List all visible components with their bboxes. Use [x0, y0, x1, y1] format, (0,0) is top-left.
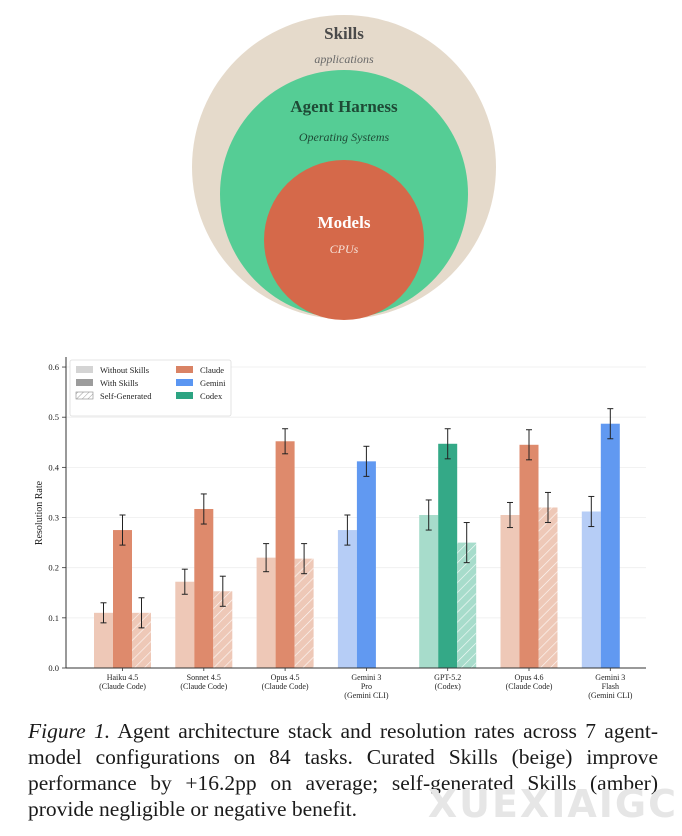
legend-swatch-with	[76, 379, 93, 386]
y-tick-label: 0.1	[48, 613, 59, 623]
legend-label-with: With Skills	[100, 378, 138, 388]
y-tick-label: 0.0	[48, 663, 59, 673]
legend: Without Skills With Skills Self-Generate…	[69, 359, 232, 417]
x-tick-label: (Gemini CLI)	[588, 691, 633, 700]
legend-swatch-claude	[176, 366, 193, 373]
legend-label-self: Self-Generated	[100, 391, 152, 401]
bar-with-skills	[275, 441, 295, 668]
bar-with-skills	[519, 444, 539, 668]
legend-swatch-self	[75, 391, 94, 400]
x-tick-labels: Haiku 4.5(Claude Code)Sonnet 4.5(Claude …	[99, 668, 633, 700]
bar-without-skills	[581, 511, 601, 668]
skills-title: Skills	[324, 24, 364, 43]
legend-label-codex: Codex	[200, 391, 223, 401]
legend-label-without: Without Skills	[100, 365, 149, 375]
bar-without-skills	[419, 515, 439, 668]
bar-with-skills	[438, 443, 458, 668]
y-tick-label: 0.2	[48, 563, 59, 573]
bar-hatch-overlay	[213, 591, 233, 668]
x-tick-label: GPT-5.2	[434, 673, 461, 682]
x-tick-label: Flash	[602, 682, 619, 691]
bar-without-skills	[337, 530, 357, 668]
x-tick-label: Sonnet 4.5	[187, 673, 221, 682]
legend-label-gemini: Gemini	[200, 378, 226, 388]
x-tick-label: Gemini 3	[351, 673, 381, 682]
watermark: XUEXIAIGC	[427, 782, 678, 826]
skills-subtitle: applications	[314, 52, 374, 66]
y-tick-label: 0.3	[48, 513, 59, 523]
bar-without-skills	[256, 557, 276, 668]
y-ticks: 0.0 0.1 0.2 0.3 0.4 0.5 0.6	[48, 362, 66, 673]
legend-swatch-without	[76, 366, 93, 373]
figure-caption: Figure 1. Agent architecture stack and r…	[28, 718, 658, 822]
models-circle	[264, 160, 424, 320]
bar-without-skills	[175, 581, 195, 668]
bar-with-skills	[194, 508, 214, 668]
caption-text: Agent architecture stack and resolution …	[28, 719, 658, 821]
x-tick-label: (Claude Code)	[262, 682, 309, 691]
legend-label-claude: Claude	[200, 365, 224, 375]
x-tick-label: Pro	[361, 682, 372, 691]
x-tick-label: Haiku 4.5	[107, 673, 139, 682]
bars	[94, 423, 620, 668]
bar-without-skills	[94, 612, 113, 668]
y-tick-label: 0.5	[48, 412, 59, 422]
bar-with-skills	[113, 530, 132, 668]
agent-harness-subtitle: Operating Systems	[299, 130, 390, 144]
x-tick-label: (Claude Code)	[180, 682, 227, 691]
agent-harness-title: Agent Harness	[290, 97, 398, 116]
bar-hatch-overlay	[294, 558, 314, 668]
x-tick-label: (Gemini CLI)	[344, 691, 389, 700]
bar-hatch-overlay	[457, 542, 477, 668]
bar-hatch-overlay	[538, 507, 558, 668]
y-tick-label: 0.4	[48, 462, 59, 472]
resolution-rate-chart: 0.00.10.20.30.40.50.6 Haiku 4.5(Claude C…	[34, 357, 646, 700]
y-tick-label: 0.6	[48, 362, 59, 372]
legend-frame	[69, 359, 232, 417]
y-axis-label: Resolution Rate	[34, 480, 45, 545]
legend-swatch-gemini	[176, 379, 193, 386]
x-tick-label: (Claude Code)	[99, 682, 146, 691]
x-tick-label: (Claude Code)	[506, 682, 553, 691]
x-tick-label: Opus 4.5	[271, 673, 300, 682]
x-tick-label: Gemini 3	[595, 673, 625, 682]
bar-with-skills	[356, 461, 376, 668]
x-tick-label: Opus 4.6	[515, 673, 544, 682]
models-title: Models	[318, 213, 371, 232]
legend-swatch-codex	[176, 392, 193, 399]
error-bars	[100, 408, 614, 629]
bar-hatch-overlay	[132, 612, 151, 668]
bar-with-skills	[600, 423, 620, 668]
x-tick-label: (Codex)	[435, 682, 462, 691]
models-subtitle: CPUs	[330, 242, 359, 256]
bar-without-skills	[500, 515, 520, 668]
caption-label: Figure 1.	[28, 719, 111, 743]
architecture-diagram: Skills applications Agent Harness Operat…	[192, 15, 496, 320]
